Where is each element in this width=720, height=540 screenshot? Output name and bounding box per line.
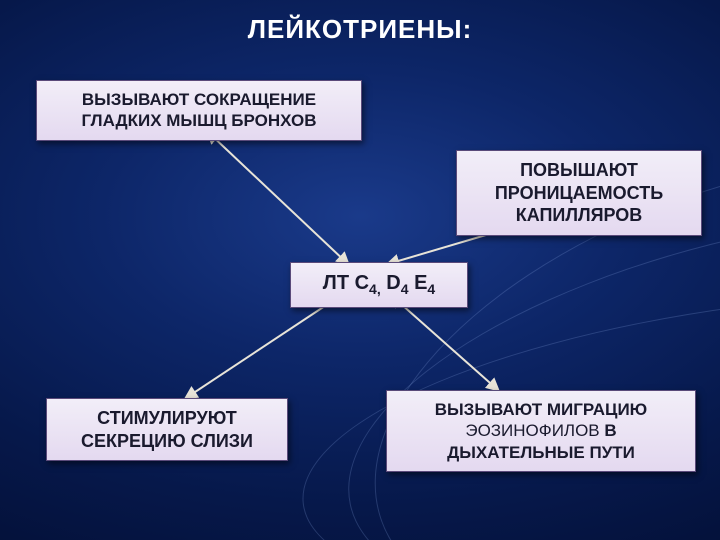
center-mid: D [381, 272, 401, 294]
node-bottom-right: ВЫЗЫВАЮТ МИГРАЦИЮ ЭОЗИНОФИЛОВ В ДЫХАТЕЛЬ… [386, 390, 696, 472]
node-bottom-right-line2a: ЭОЗИНОФИЛОВ [465, 421, 599, 440]
center-prefix: ЛТ С [323, 272, 369, 294]
node-top-right-line2: ПРОНИЦАЕМОСТЬ [495, 183, 663, 203]
node-top-left: ВЫЗЫВАЮТ СОКРАЩЕНИЕ ГЛАДКИХ МЫШЦ БРОНХОВ [36, 80, 362, 141]
slide-title: ЛЕЙКОТРИЕНЫ: [0, 14, 720, 45]
node-top-left-line1: ВЫЗЫВАЮТ СОКРАЩЕНИЕ [82, 90, 316, 109]
node-bottom-right-line1: ВЫЗЫВАЮТ МИГРАЦИЮ [435, 400, 647, 419]
node-bottom-left: СТИМУЛИРУЮТ СЕКРЕЦИЮ СЛИЗИ [46, 398, 288, 461]
center-sub1: 4, [369, 281, 381, 297]
node-bottom-left-line1: СТИМУЛИРУЮТ [97, 408, 237, 428]
node-center: ЛТ С4, D4 E4 [290, 262, 468, 308]
slide-background: ЛЕЙКОТРИЕНЫ: ВЫЗЫВАЮТ СОКРАЩЕНИЕ ГЛАДКИХ… [0, 0, 720, 540]
node-top-right-line1: ПОВЫШАЮТ [520, 160, 638, 180]
node-top-right-line3: КАПИЛЛЯРОВ [516, 205, 643, 225]
node-bottom-left-line2: СЕКРЕЦИЮ СЛИЗИ [81, 431, 253, 451]
node-top-right: ПОВЫШАЮТ ПРОНИЦАЕМОСТЬ КАПИЛЛЯРОВ [456, 150, 702, 236]
node-bottom-right-line3: ДЫХАТЕЛЬНЫЕ ПУТИ [447, 443, 635, 462]
center-sub3: 4 [427, 281, 435, 297]
node-bottom-right-line2b: В [600, 421, 617, 440]
node-top-left-line2: ГЛАДКИХ МЫШЦ БРОНХОВ [81, 111, 316, 130]
center-mid2: E [409, 272, 428, 294]
center-sub2: 4 [401, 281, 409, 297]
